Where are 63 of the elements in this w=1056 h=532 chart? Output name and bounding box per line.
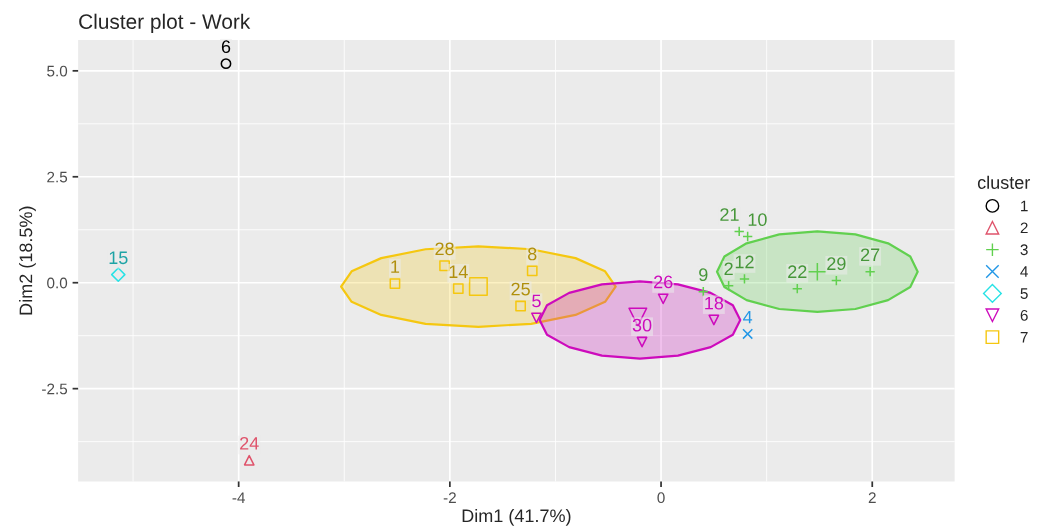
point <box>468 276 488 297</box>
x-tick-label: -2 <box>443 492 456 503</box>
y-tick-label: -2.5 <box>42 383 68 395</box>
y-axis-title: Dim2 (18.5%) <box>19 206 36 315</box>
point <box>515 300 527 312</box>
legend-label: 4 <box>1020 266 1028 277</box>
y-tick-label: 2.5 <box>47 171 68 183</box>
legend-label: 6 <box>1020 309 1028 321</box>
point <box>439 260 450 272</box>
point <box>220 58 232 70</box>
point <box>733 226 745 237</box>
annotation: 10 <box>748 213 767 227</box>
point <box>723 280 735 292</box>
point <box>807 262 827 282</box>
legend-title: cluster <box>977 175 1031 189</box>
x-tick-label: 0 <box>657 492 665 504</box>
point <box>791 283 803 295</box>
x-tick-label: 2 <box>868 492 876 503</box>
point <box>243 454 255 466</box>
legend-label: 7 <box>1020 332 1028 343</box>
legend-label: 3 <box>1020 244 1028 256</box>
point <box>697 286 709 298</box>
annotation: 12 <box>735 255 754 269</box>
annotation: 5 <box>532 294 541 308</box>
annotation: 25 <box>511 282 530 296</box>
point <box>708 314 720 326</box>
annotation: 29 <box>827 257 846 271</box>
annotation: 2 <box>724 262 733 275</box>
point <box>742 328 754 340</box>
annotation: 6 <box>221 40 231 54</box>
legend-label: 1 <box>1021 200 1028 212</box>
x-axis-title: Dim1 (41.7%) <box>462 508 571 526</box>
y-tick-label: 5.0 <box>47 65 68 77</box>
legend-label: 2 <box>1020 222 1028 234</box>
point <box>636 336 648 348</box>
annotation: 24 <box>240 436 259 450</box>
annotation: 27 <box>861 248 880 262</box>
annotation: 9 <box>699 268 708 282</box>
legend-label: 5 <box>1020 288 1028 299</box>
annotation: 22 <box>788 265 807 278</box>
annotation: 14 <box>449 265 468 278</box>
annotation: 21 <box>720 208 739 221</box>
annotation: 15 <box>109 251 128 265</box>
annotation: 18 <box>705 296 724 310</box>
chart-title: Cluster plot - Work <box>79 13 251 34</box>
y-tick-label: 0.0 <box>47 277 68 289</box>
point <box>739 273 750 285</box>
x-tick-label: -4 <box>232 492 245 503</box>
point <box>452 283 464 295</box>
point <box>531 312 542 324</box>
point <box>742 231 754 242</box>
point <box>657 293 669 305</box>
point <box>389 278 401 289</box>
annotation: 30 <box>632 318 652 332</box>
point <box>526 265 538 277</box>
annotation: 28 <box>435 242 454 256</box>
point <box>864 266 876 278</box>
annotation: 8 <box>527 247 537 261</box>
point <box>110 267 126 283</box>
point <box>830 275 842 287</box>
annotation: 26 <box>654 275 673 289</box>
annotation: 4 <box>743 310 753 324</box>
annotation: 1 <box>391 260 400 273</box>
